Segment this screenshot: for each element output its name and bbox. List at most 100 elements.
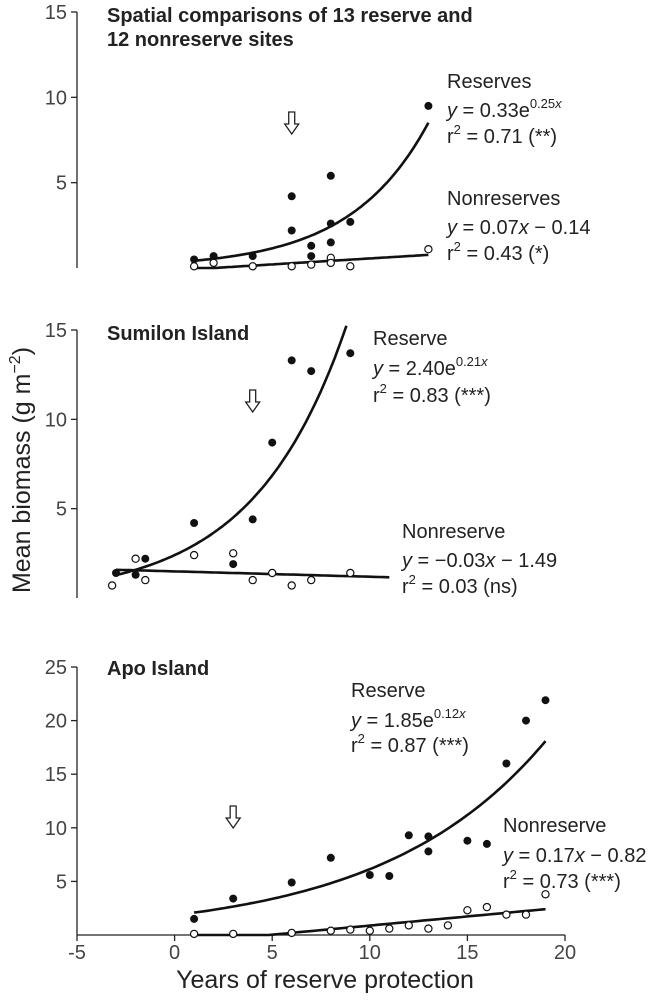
nonreserve-point	[443, 921, 453, 930]
reserve-point	[287, 226, 296, 235]
panel-title: Spatial comparisons of 13 reserve and	[107, 5, 473, 27]
reserve-point	[287, 356, 296, 365]
reserve-point	[463, 836, 472, 845]
reserve-point	[287, 192, 296, 201]
reserve-point	[404, 831, 413, 840]
panel-title: Sumilon Island	[107, 323, 249, 345]
reserve-point	[112, 569, 120, 577]
reserve-point	[307, 241, 316, 250]
nonreserve-point	[107, 581, 117, 590]
series-name: Reserves	[447, 71, 531, 93]
reserve-point	[190, 914, 199, 923]
reserve-point	[365, 871, 374, 879]
nonreserve-point	[268, 568, 277, 578]
fit-r2: r2 = 0.71 (**)	[447, 122, 557, 148]
fit-r2: r2 = 0.03 (ns)	[402, 572, 518, 598]
nonreserve-point	[424, 924, 433, 933]
nonreserve-point	[307, 260, 316, 269]
protection-start-arrow-icon	[283, 111, 300, 136]
x-tick-label: 5	[267, 942, 278, 964]
fit-equation: y = 0.33e0.25x	[445, 96, 562, 122]
x-tick-label: 15	[456, 942, 478, 964]
y-tick-label: 25	[45, 657, 67, 679]
series-name: Nonreserve	[402, 521, 505, 543]
fit-r2: r2 = 0.43 (*)	[447, 239, 549, 265]
reserve-point	[229, 560, 238, 569]
x-tick-label: 0	[169, 942, 180, 964]
y-tick-label: 5	[56, 871, 67, 893]
x-axis-label: Years of reserve protection	[176, 966, 474, 994]
nonreserve-point	[482, 902, 492, 912]
reserve-point	[346, 349, 355, 358]
fit-equation: y = 2.40e0.21x	[371, 354, 488, 380]
nonreserve-point	[385, 924, 394, 933]
series-name: Nonreserve	[503, 815, 606, 837]
reserve-fit-curve	[115, 325, 348, 577]
nonreserve-point	[248, 575, 257, 585]
nonreserve-point	[346, 925, 355, 934]
reserve-point	[209, 252, 218, 261]
nonreserve-point	[248, 262, 257, 271]
nonreserve-point	[228, 929, 238, 939]
panel-title: Apo Island	[107, 658, 209, 680]
nonreserve-point	[189, 550, 199, 560]
nonreserve-point	[287, 262, 296, 271]
fit-equation: y = 0.07x − 0.14	[445, 217, 590, 239]
reserve-point	[541, 696, 550, 705]
nonreserve-point	[228, 549, 238, 558]
reserve-point	[482, 839, 491, 848]
x-tick-label: 20	[554, 942, 576, 964]
reserve-point	[385, 872, 394, 880]
y-tick-label: 15	[45, 2, 67, 24]
fit-r2: r2 = 0.83 (***)	[373, 381, 491, 407]
panel-3: 5 10 15 20 25 -5 0 5 10 15 20 Years of reserve prot…	[45, 657, 647, 994]
reserve-point	[522, 716, 530, 725]
series-name: Reserve	[351, 680, 425, 702]
nonreserve-point	[346, 568, 355, 578]
nonreserve-point	[502, 910, 511, 919]
fit-equation: y = 1.85e0.12x	[349, 706, 466, 732]
nonreserve-point	[424, 244, 433, 254]
nonreserve-point	[463, 906, 472, 915]
y-tick-label: 20	[45, 711, 67, 733]
nonreserve-point	[326, 258, 335, 268]
panel-1: 5 10 15 Spatial comparisons of 13 reserve a…	[45, 2, 590, 271]
reserve-fit-curve	[193, 740, 547, 914]
fit-equation: y = −0.03x − 1.49	[400, 550, 557, 572]
y-tick-label: 5	[56, 499, 67, 521]
reserve-point	[190, 519, 199, 527]
protection-start-arrow-icon	[244, 389, 261, 414]
reserve-point	[326, 219, 335, 228]
y-tick-label: 15	[45, 320, 67, 342]
reserve-point	[287, 878, 296, 887]
reserve-point	[190, 255, 199, 264]
reserve-point	[268, 438, 277, 447]
fit-r2: r2 = 0.73 (***)	[503, 867, 621, 893]
nonreserve-point	[141, 575, 150, 585]
y-tick-label: 10	[45, 87, 67, 109]
reserve-point	[229, 894, 238, 903]
y-tick-label: 10	[45, 409, 67, 431]
reserve-point	[307, 367, 316, 376]
reserve-point	[326, 171, 335, 180]
nonreserve-point	[326, 926, 335, 935]
reserve-point	[326, 853, 335, 862]
nonreserve-point	[189, 262, 199, 271]
reserve-point	[346, 217, 355, 226]
nonreserve-point	[189, 929, 199, 939]
nonreserve-point	[307, 575, 316, 585]
nonreserve-point	[365, 926, 374, 935]
reserve-point	[502, 759, 511, 768]
y-axis-label: Mean biomass (g m−2)	[7, 347, 36, 593]
reserve-point	[307, 252, 316, 261]
y-tick-label: 5	[56, 173, 67, 195]
nonreserve-point	[131, 554, 140, 563]
y-tick-label: 10	[45, 818, 67, 840]
x-tick-label: -5	[68, 942, 86, 964]
nonreserve-point	[521, 910, 531, 919]
reserve-point	[141, 554, 150, 563]
protection-start-arrow-icon	[224, 805, 242, 830]
reserve-fit-curve	[193, 122, 430, 263]
reserve-point	[424, 101, 433, 110]
